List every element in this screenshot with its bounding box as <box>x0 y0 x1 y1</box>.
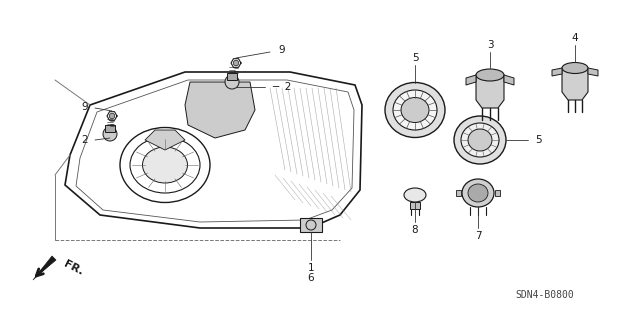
Polygon shape <box>562 68 588 100</box>
Circle shape <box>109 113 115 119</box>
Text: SDN4-B0800: SDN4-B0800 <box>516 290 574 300</box>
FancyBboxPatch shape <box>105 125 115 132</box>
Circle shape <box>103 127 117 141</box>
Ellipse shape <box>393 90 437 130</box>
Polygon shape <box>504 75 514 85</box>
Polygon shape <box>300 218 322 232</box>
Polygon shape <box>588 68 598 76</box>
Text: 4: 4 <box>572 33 579 43</box>
Ellipse shape <box>476 69 504 81</box>
Text: 2: 2 <box>81 135 88 145</box>
Text: 3: 3 <box>486 40 493 50</box>
Text: 5: 5 <box>412 53 419 63</box>
Polygon shape <box>495 190 500 196</box>
Polygon shape <box>456 190 461 196</box>
Polygon shape <box>185 82 255 138</box>
Ellipse shape <box>462 179 494 207</box>
Text: 7: 7 <box>475 231 481 241</box>
Ellipse shape <box>143 147 188 183</box>
Ellipse shape <box>404 188 426 202</box>
Polygon shape <box>410 202 420 209</box>
Ellipse shape <box>468 184 488 202</box>
Text: 5: 5 <box>535 135 541 145</box>
Ellipse shape <box>454 116 506 164</box>
Ellipse shape <box>401 98 429 123</box>
Polygon shape <box>552 68 562 76</box>
Text: 9: 9 <box>81 102 88 112</box>
Text: ─  2: ─ 2 <box>272 82 291 92</box>
Polygon shape <box>476 75 504 108</box>
Text: 6: 6 <box>308 273 314 283</box>
FancyBboxPatch shape <box>227 73 237 80</box>
Text: 8: 8 <box>412 225 419 235</box>
Text: FR.: FR. <box>62 259 85 277</box>
Polygon shape <box>145 130 185 150</box>
Text: 1: 1 <box>308 263 314 273</box>
Ellipse shape <box>468 129 492 151</box>
Ellipse shape <box>385 83 445 138</box>
Polygon shape <box>466 75 476 85</box>
Ellipse shape <box>562 62 588 74</box>
Polygon shape <box>33 256 56 280</box>
Text: 9: 9 <box>278 45 285 55</box>
Circle shape <box>233 60 239 66</box>
Ellipse shape <box>461 123 499 157</box>
Circle shape <box>225 75 239 89</box>
